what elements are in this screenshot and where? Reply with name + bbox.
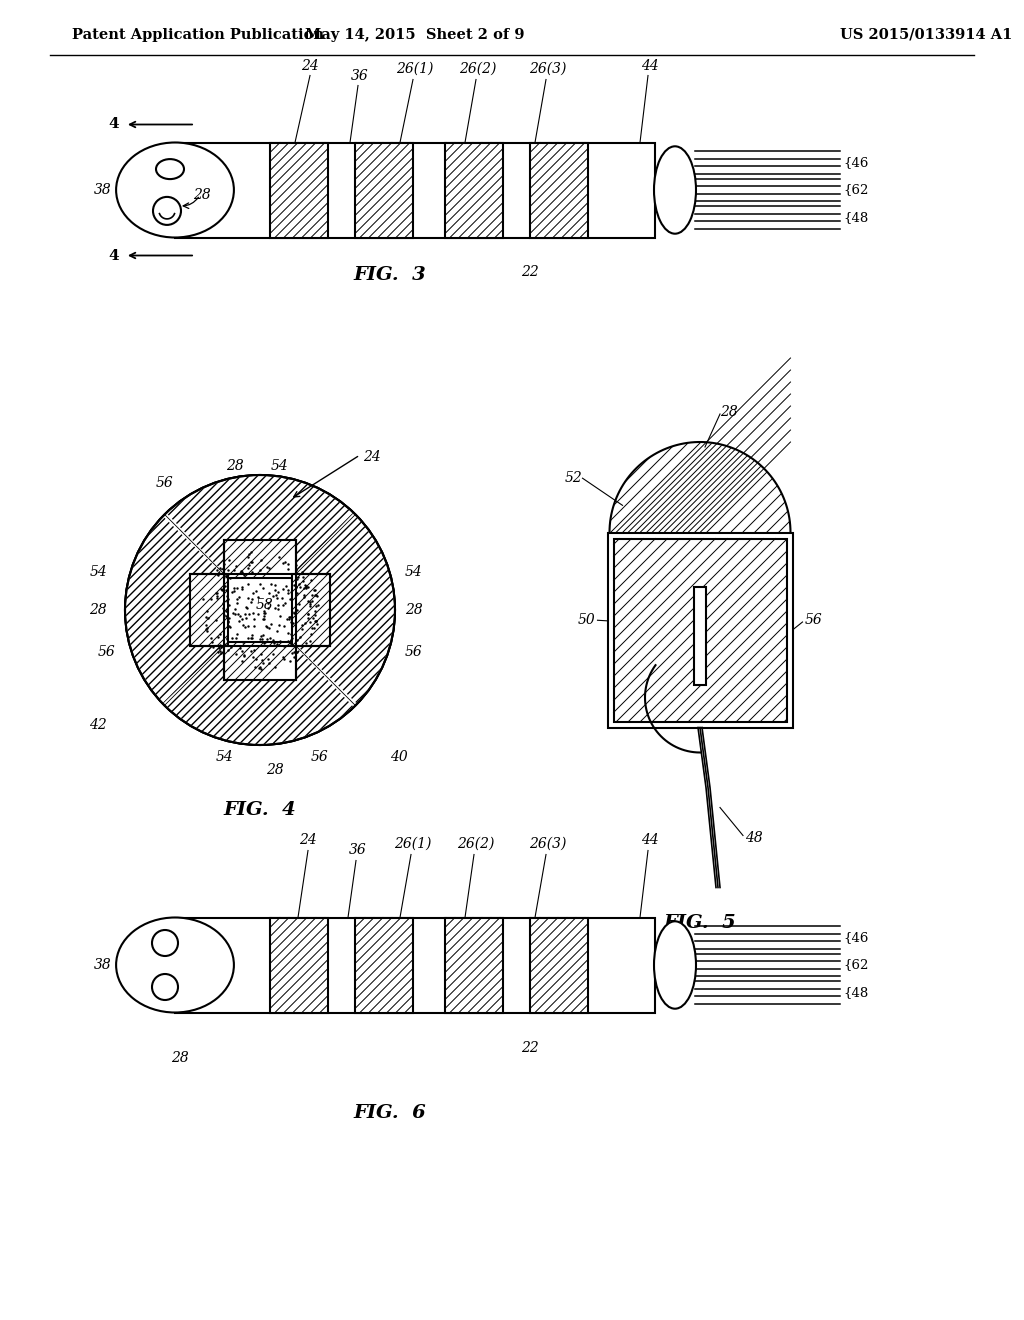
Text: 22: 22 <box>521 265 539 280</box>
Circle shape <box>125 475 395 744</box>
Bar <box>175 143 655 238</box>
Text: 56: 56 <box>311 750 329 764</box>
Bar <box>613 539 786 722</box>
Wedge shape <box>297 515 395 705</box>
Text: 28: 28 <box>406 603 423 616</box>
Text: 42: 42 <box>89 718 106 733</box>
Text: {46: {46 <box>843 156 868 169</box>
Text: 40: 40 <box>390 750 408 764</box>
Text: 26(3): 26(3) <box>529 837 566 850</box>
Bar <box>530 143 588 238</box>
Bar <box>445 143 503 238</box>
Text: 28: 28 <box>226 459 244 473</box>
Text: 56: 56 <box>156 477 174 490</box>
Bar <box>190 574 228 645</box>
Text: 54: 54 <box>271 459 289 473</box>
Text: 26(2): 26(2) <box>458 837 495 850</box>
Text: 44: 44 <box>641 58 658 73</box>
Wedge shape <box>165 647 355 744</box>
Text: FIG.  4: FIG. 4 <box>223 801 296 818</box>
Ellipse shape <box>116 917 233 1012</box>
Text: Patent Application Publication: Patent Application Publication <box>72 28 324 42</box>
Text: 54: 54 <box>216 750 233 764</box>
Bar <box>607 532 793 727</box>
Text: 28: 28 <box>171 1051 188 1064</box>
Text: 36: 36 <box>349 843 367 858</box>
Wedge shape <box>165 475 355 573</box>
Bar <box>270 143 328 238</box>
Text: 28: 28 <box>720 405 737 418</box>
Text: FIG.  5: FIG. 5 <box>664 913 736 932</box>
Ellipse shape <box>654 921 696 1008</box>
Text: 52: 52 <box>565 471 583 486</box>
Text: {46: {46 <box>843 931 868 944</box>
Text: 44: 44 <box>641 833 658 847</box>
Ellipse shape <box>116 143 233 238</box>
Bar <box>224 642 296 680</box>
Text: 28: 28 <box>193 187 211 202</box>
Text: 36: 36 <box>351 69 369 82</box>
Bar <box>445 917 503 1012</box>
Text: 4: 4 <box>109 248 119 263</box>
Text: 58: 58 <box>256 598 273 612</box>
Text: 24: 24 <box>301 58 318 73</box>
Bar <box>355 917 413 1012</box>
Bar <box>270 917 328 1012</box>
Ellipse shape <box>654 147 696 234</box>
Text: 38: 38 <box>94 183 112 197</box>
Text: FIG.  6: FIG. 6 <box>353 1104 426 1122</box>
Bar <box>530 917 588 1012</box>
Ellipse shape <box>156 160 184 180</box>
Text: {62: {62 <box>843 183 868 197</box>
Text: 56: 56 <box>406 645 423 659</box>
Bar <box>175 917 655 1012</box>
Text: 28: 28 <box>266 763 284 777</box>
Text: 26(3): 26(3) <box>529 62 566 75</box>
Text: 56: 56 <box>805 612 822 627</box>
Text: 38: 38 <box>94 958 112 972</box>
Wedge shape <box>125 515 223 705</box>
Text: 56: 56 <box>97 645 115 659</box>
Text: US 2015/0133914 A1: US 2015/0133914 A1 <box>840 28 1013 42</box>
Bar <box>292 574 330 645</box>
Text: 26(2): 26(2) <box>460 62 497 75</box>
Text: 28: 28 <box>89 603 106 616</box>
Text: {48: {48 <box>843 986 868 999</box>
Text: 24: 24 <box>299 833 316 847</box>
Text: 24: 24 <box>362 450 381 465</box>
Text: 26(1): 26(1) <box>396 62 434 75</box>
Text: 22: 22 <box>521 1040 539 1055</box>
Circle shape <box>153 197 181 224</box>
Text: {48: {48 <box>843 211 868 224</box>
Text: 50: 50 <box>578 614 596 627</box>
Bar <box>694 587 706 685</box>
Text: {62: {62 <box>843 958 868 972</box>
Text: FIG.  3: FIG. 3 <box>353 267 426 284</box>
Circle shape <box>152 974 178 1001</box>
Text: 54: 54 <box>406 565 423 579</box>
Text: 4: 4 <box>109 117 119 132</box>
Text: 48: 48 <box>745 830 763 845</box>
Circle shape <box>152 931 178 956</box>
Text: May 14, 2015  Sheet 2 of 9: May 14, 2015 Sheet 2 of 9 <box>305 28 524 42</box>
Text: 26(1): 26(1) <box>394 837 432 850</box>
Text: 54: 54 <box>89 565 106 579</box>
Bar <box>224 540 296 578</box>
Bar <box>355 143 413 238</box>
